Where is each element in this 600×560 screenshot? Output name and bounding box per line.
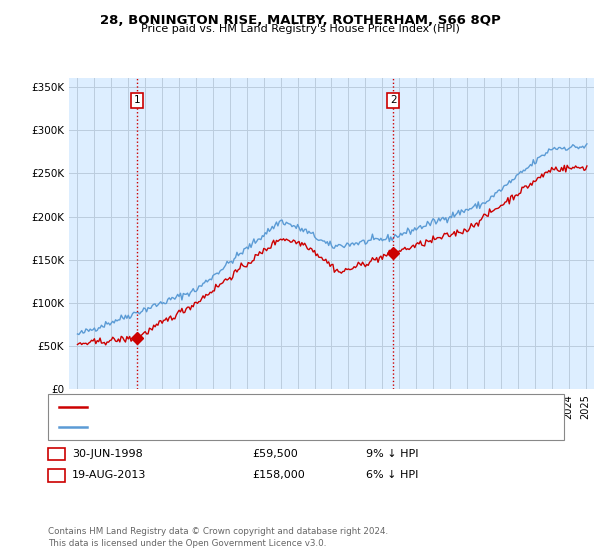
Text: 30-JUN-1998: 30-JUN-1998: [72, 449, 143, 459]
Text: Contains HM Land Registry data © Crown copyright and database right 2024.
This d: Contains HM Land Registry data © Crown c…: [48, 527, 388, 548]
Text: 28, BONINGTON RISE, MALTBY, ROTHERHAM, S66 8QP (detached house): 28, BONINGTON RISE, MALTBY, ROTHERHAM, S…: [92, 402, 451, 412]
Text: £158,000: £158,000: [252, 470, 305, 480]
Text: 1: 1: [53, 449, 60, 459]
Text: Price paid vs. HM Land Registry's House Price Index (HPI): Price paid vs. HM Land Registry's House …: [140, 24, 460, 34]
Text: 6% ↓ HPI: 6% ↓ HPI: [366, 470, 418, 480]
Text: 9% ↓ HPI: 9% ↓ HPI: [366, 449, 419, 459]
Text: 2: 2: [53, 470, 60, 480]
Text: HPI: Average price, detached house, Rotherham: HPI: Average price, detached house, Roth…: [92, 422, 331, 432]
Text: 28, BONINGTON RISE, MALTBY, ROTHERHAM, S66 8QP: 28, BONINGTON RISE, MALTBY, ROTHERHAM, S…: [100, 14, 500, 27]
Text: 1: 1: [133, 95, 140, 105]
Text: 19-AUG-2013: 19-AUG-2013: [72, 470, 146, 480]
Text: 2: 2: [390, 95, 397, 105]
Text: £59,500: £59,500: [252, 449, 298, 459]
